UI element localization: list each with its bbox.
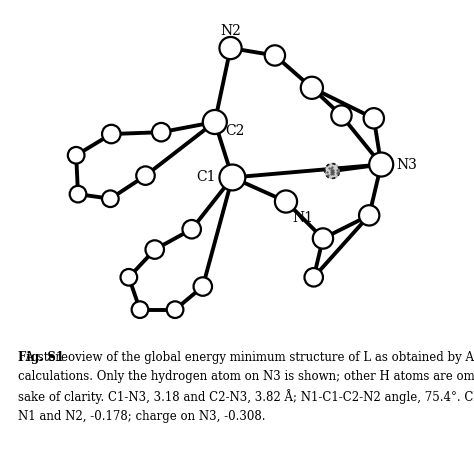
Text: C1: C1 <box>197 171 216 184</box>
Circle shape <box>219 37 242 59</box>
Circle shape <box>146 240 164 259</box>
Circle shape <box>132 301 148 318</box>
Circle shape <box>313 228 333 248</box>
Circle shape <box>68 147 84 163</box>
Circle shape <box>182 220 201 238</box>
Circle shape <box>203 110 227 134</box>
Circle shape <box>102 190 118 207</box>
Text: N3: N3 <box>397 158 418 171</box>
Circle shape <box>364 108 384 128</box>
Text: A stereoview of the global energy minimum structure of L as obtained by AM1
calc: A stereoview of the global energy minimu… <box>18 352 474 423</box>
Text: N2: N2 <box>220 24 241 38</box>
Circle shape <box>102 125 120 143</box>
Circle shape <box>167 301 183 318</box>
Circle shape <box>304 268 323 286</box>
Circle shape <box>70 186 86 202</box>
Circle shape <box>369 152 393 177</box>
Circle shape <box>359 205 379 226</box>
Circle shape <box>265 45 285 66</box>
Circle shape <box>136 166 155 185</box>
Circle shape <box>219 164 246 190</box>
Circle shape <box>301 77 323 99</box>
Circle shape <box>331 105 352 126</box>
Circle shape <box>325 163 339 179</box>
Circle shape <box>275 190 297 213</box>
Circle shape <box>152 123 171 142</box>
Text: N1: N1 <box>292 211 313 225</box>
Circle shape <box>120 269 137 285</box>
Circle shape <box>193 277 212 296</box>
Text: C2: C2 <box>226 124 245 138</box>
Text: Fig. S1: Fig. S1 <box>18 352 64 364</box>
